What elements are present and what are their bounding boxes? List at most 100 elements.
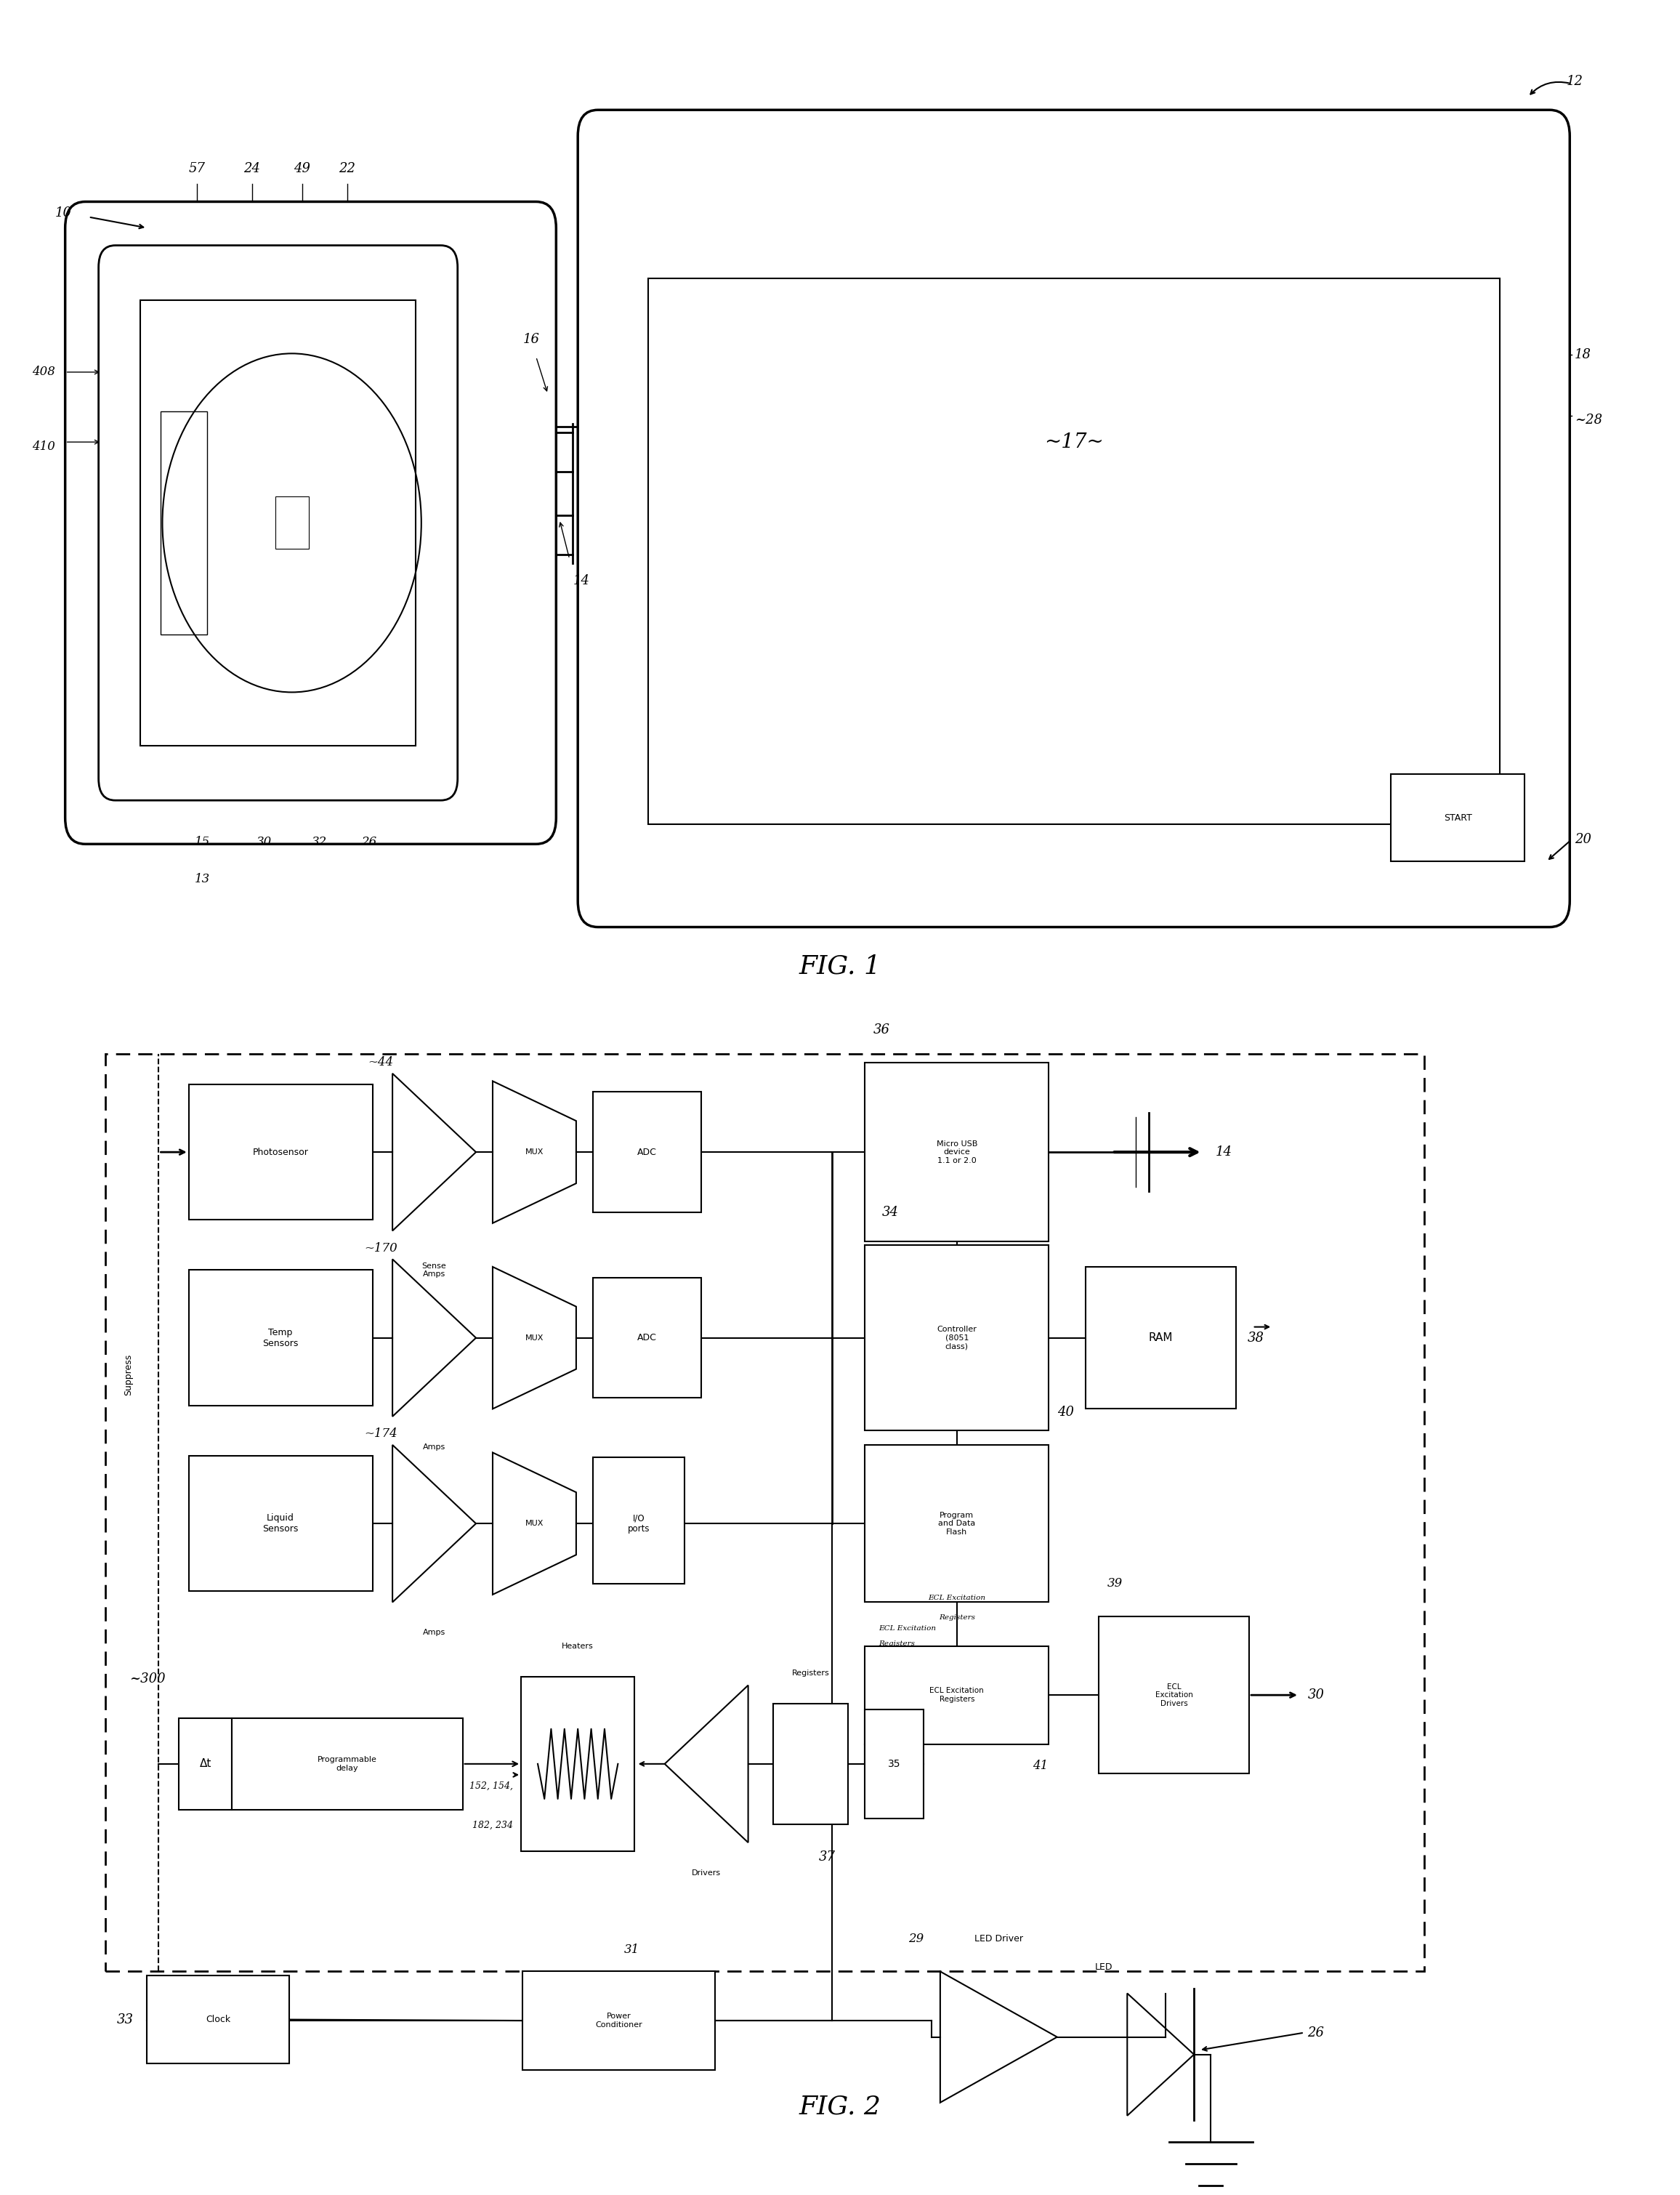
Text: MUX: MUX <box>526 1335 544 1341</box>
Text: 12: 12 <box>1566 75 1583 88</box>
Text: MUX: MUX <box>526 1148 544 1157</box>
Text: START: START <box>1443 812 1472 823</box>
Text: Temp
Sensors: Temp Sensors <box>262 1328 299 1348</box>
Text: 36: 36 <box>874 1023 890 1036</box>
Text: 26: 26 <box>361 836 376 847</box>
Text: ADC: ADC <box>637 1148 657 1157</box>
Text: 18: 18 <box>1574 349 1591 362</box>
Text: Drivers: Drivers <box>692 1870 721 1877</box>
Bar <box>106 1054 1425 1971</box>
Text: 410: 410 <box>32 441 55 452</box>
Text: Liquid
Sensors: Liquid Sensors <box>262 1512 299 1534</box>
Text: Program
and Data
Flash: Program and Data Flash <box>937 1512 976 1536</box>
FancyBboxPatch shape <box>66 202 556 845</box>
Text: 29: 29 <box>909 1932 924 1945</box>
Text: 22: 22 <box>339 162 356 176</box>
Text: 14: 14 <box>573 575 590 588</box>
Text: FIG. 1: FIG. 1 <box>800 955 880 979</box>
Bar <box>593 1277 701 1398</box>
Text: ~17~: ~17~ <box>1043 432 1104 452</box>
Text: 24: 24 <box>244 162 260 176</box>
Text: ECL Excitation: ECL Excitation <box>927 1594 986 1600</box>
Text: 37: 37 <box>820 1850 837 1864</box>
Text: 30: 30 <box>1307 1688 1324 1701</box>
Bar <box>188 1271 373 1405</box>
Bar <box>648 279 1500 825</box>
Text: Micro USB
device
1.1 or 2.0: Micro USB device 1.1 or 2.0 <box>936 1139 978 1163</box>
Text: 20: 20 <box>1574 834 1591 847</box>
Text: 26: 26 <box>1307 2026 1324 2039</box>
Text: Amps: Amps <box>423 1629 445 1637</box>
Text: I/O
ports: I/O ports <box>628 1512 650 1534</box>
Bar <box>593 1457 685 1583</box>
Text: ECL Excitation
Registers: ECL Excitation Registers <box>929 1688 984 1703</box>
Text: Sense
Amps: Sense Amps <box>422 1262 447 1277</box>
Bar <box>1085 1267 1236 1409</box>
Bar <box>593 1093 701 1212</box>
FancyBboxPatch shape <box>99 246 457 801</box>
Text: Registers: Registers <box>939 1613 974 1620</box>
FancyBboxPatch shape <box>578 110 1569 926</box>
Text: 408: 408 <box>32 367 55 378</box>
Text: Registers: Registers <box>879 1640 914 1646</box>
Bar <box>146 1976 289 2063</box>
Text: ~174: ~174 <box>365 1427 398 1440</box>
Bar <box>1391 775 1525 860</box>
Bar <box>1099 1616 1250 1774</box>
Text: ECL Excitation: ECL Excitation <box>879 1624 936 1631</box>
Text: Amps: Amps <box>423 1444 445 1451</box>
Text: ~300: ~300 <box>129 1673 165 1686</box>
Text: 152, 154,: 152, 154, <box>469 1780 512 1791</box>
Bar <box>865 1444 1048 1602</box>
Text: 13: 13 <box>195 874 210 885</box>
Text: LED Driver: LED Driver <box>974 1934 1023 1943</box>
Text: Power
Conditioner: Power Conditioner <box>595 2013 642 2028</box>
Text: Registers: Registers <box>791 1670 830 1677</box>
Text: 35: 35 <box>889 1758 900 1769</box>
Bar <box>178 1719 232 1811</box>
Text: 40: 40 <box>1057 1405 1074 1418</box>
Text: 182, 234: 182, 234 <box>472 1820 512 1831</box>
Text: MUX: MUX <box>526 1519 544 1528</box>
Text: 14: 14 <box>1216 1146 1233 1159</box>
Bar <box>232 1719 462 1811</box>
Bar <box>521 1677 635 1850</box>
Text: Δt: Δt <box>200 1758 212 1769</box>
Bar <box>865 1245 1048 1431</box>
Bar <box>522 1971 714 2070</box>
Text: 30: 30 <box>255 836 272 847</box>
Text: RAM: RAM <box>1149 1332 1173 1343</box>
Bar <box>188 1455 373 1591</box>
Text: ~28: ~28 <box>1574 413 1603 426</box>
Text: 33: 33 <box>118 2013 134 2026</box>
Text: LED: LED <box>1095 1962 1112 1971</box>
Text: 38: 38 <box>1248 1332 1263 1343</box>
Text: 49: 49 <box>294 162 311 176</box>
Bar <box>188 1084 373 1220</box>
Text: Programmable
delay: Programmable delay <box>318 1756 376 1771</box>
Text: FIG. 2: FIG. 2 <box>800 2094 880 2120</box>
Text: 31: 31 <box>625 1943 640 1956</box>
Bar <box>865 1646 1048 1745</box>
Text: 57: 57 <box>188 162 205 176</box>
Text: ~170: ~170 <box>365 1242 398 1253</box>
Bar <box>276 496 309 549</box>
Bar <box>773 1703 848 1824</box>
Text: ADC: ADC <box>637 1332 657 1343</box>
Text: ECL
Excitation
Drivers: ECL Excitation Drivers <box>1156 1684 1193 1708</box>
Text: 10: 10 <box>55 206 72 220</box>
Text: 34: 34 <box>882 1205 899 1218</box>
Text: 39: 39 <box>1107 1578 1122 1589</box>
Bar <box>160 410 207 634</box>
Text: Photosensor: Photosensor <box>252 1148 309 1157</box>
Text: ~44: ~44 <box>368 1056 393 1069</box>
Text: Controller
(8051
class): Controller (8051 class) <box>937 1326 976 1350</box>
Text: Suppress: Suppress <box>124 1354 133 1396</box>
Bar <box>865 1062 1048 1242</box>
Text: Heaters: Heaters <box>561 1642 593 1651</box>
Bar <box>865 1710 924 1817</box>
Text: 32: 32 <box>311 836 326 847</box>
Text: 15: 15 <box>195 836 210 847</box>
Text: 16: 16 <box>522 334 539 347</box>
Text: 41: 41 <box>1033 1760 1048 1771</box>
